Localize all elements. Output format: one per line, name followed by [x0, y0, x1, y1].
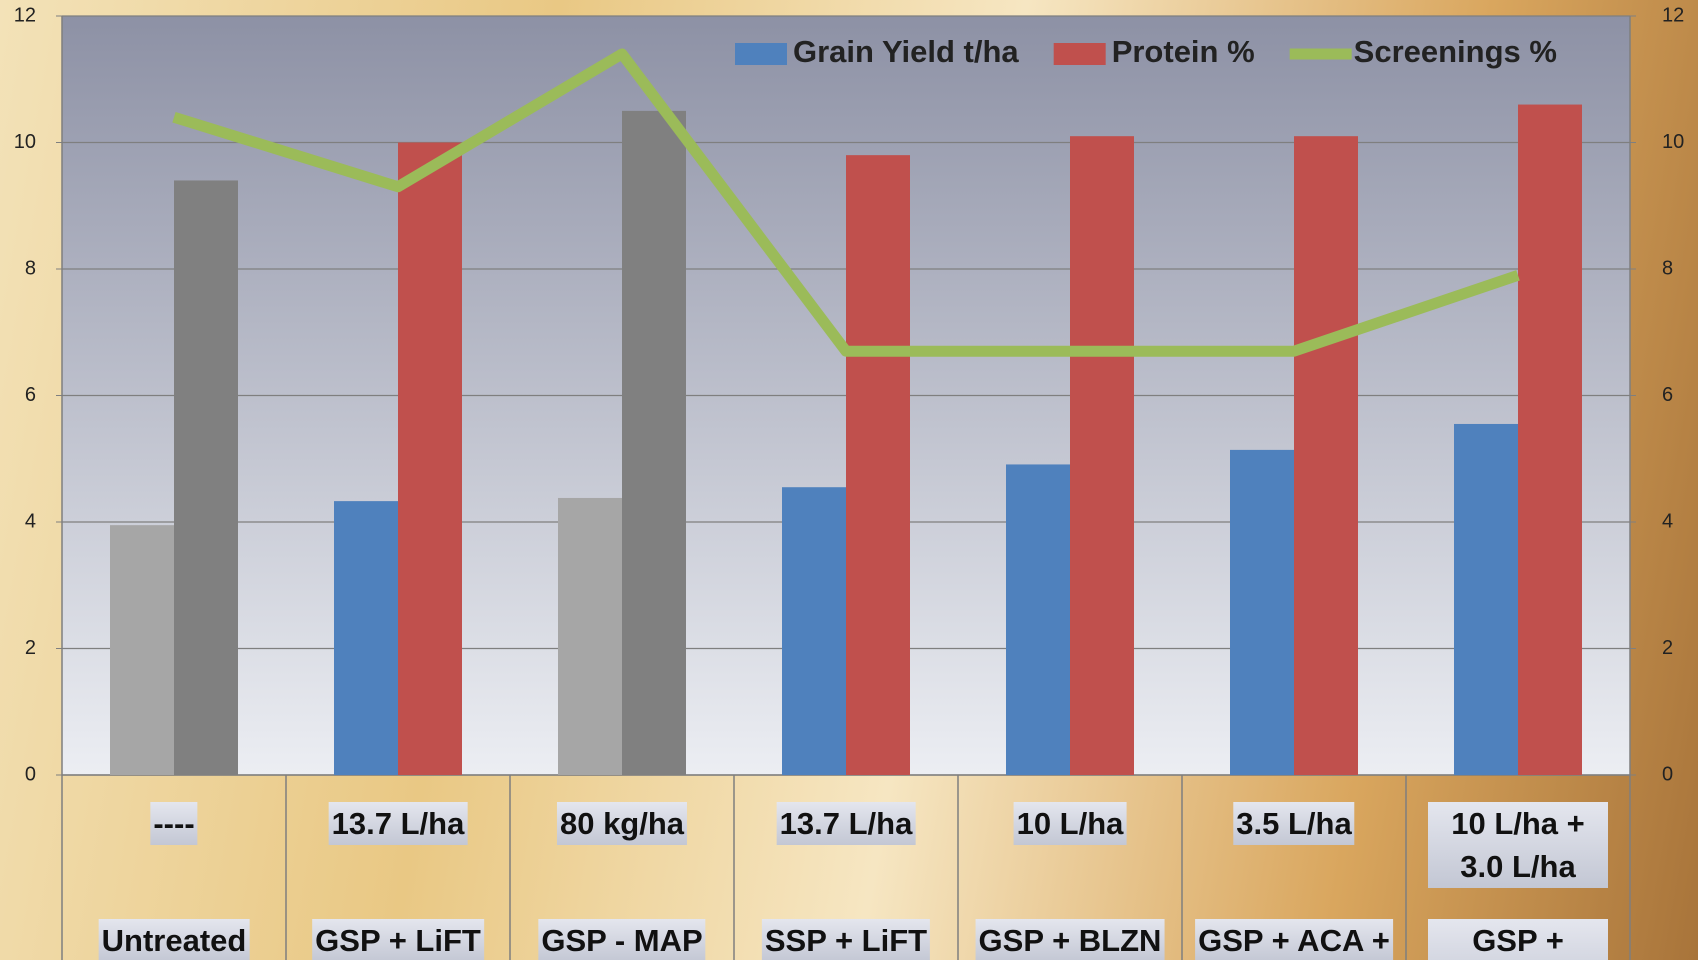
- bar: [846, 155, 910, 775]
- x-tick-label: GSP + BLZN: [976, 919, 1165, 960]
- x-tick-label: GSP + ACA +: [1195, 919, 1393, 960]
- y2-tick-label: 2: [1662, 637, 1673, 659]
- y2-tick-label: 4: [1662, 510, 1673, 532]
- x-tick-label: GSP + BLZN +: [1428, 919, 1608, 960]
- category-rate-label: ----: [150, 802, 197, 845]
- bar: [1006, 464, 1070, 775]
- y2-tick-label: 8: [1662, 257, 1673, 279]
- y2-tick-label: 10: [1662, 131, 1684, 153]
- x-tick-label: GSP - MAP: [538, 919, 705, 960]
- y-tick-label: 6: [25, 384, 36, 406]
- y-tick-label: 0: [25, 763, 36, 785]
- bar: [1070, 136, 1134, 775]
- y2-tick-label: 6: [1662, 384, 1673, 406]
- bar: [622, 111, 686, 775]
- bar: [174, 180, 238, 775]
- category-rate-label: 3.5 L/ha: [1233, 802, 1354, 845]
- bar: [1518, 105, 1582, 775]
- x-tick-label: Untreated: [99, 919, 250, 960]
- x-tick-label: SSP + LiFT: [762, 919, 930, 960]
- y2-tick-label: 12: [1662, 4, 1684, 26]
- bar: [334, 501, 398, 775]
- bar: [782, 487, 846, 775]
- bar: [1294, 136, 1358, 775]
- legend-swatch: [735, 43, 787, 65]
- chart-page: 0 2 4 6 8 10 12 0 2 4 6 8 10 12 Grain Yield t/ha Protei…: [0, 0, 1698, 960]
- x-tick-label: GSP + LiFT: [312, 919, 484, 960]
- y-tick-label: 12: [14, 4, 36, 26]
- category-rate-label: 10 L/ha + 3.0 L/ha: [1428, 802, 1608, 888]
- bar: [1230, 450, 1294, 775]
- y-tick-label: 10: [14, 131, 36, 153]
- legend-label: Protein %: [1112, 34, 1255, 69]
- legend-label: Grain Yield t/ha: [793, 34, 1019, 69]
- legend-label: Screenings %: [1354, 34, 1557, 69]
- legend-swatch: [1054, 43, 1106, 65]
- bar: [1454, 424, 1518, 775]
- bar: [110, 525, 174, 775]
- y-tick-label: 8: [25, 257, 36, 279]
- bar: [398, 143, 462, 776]
- category-rate-label: 13.7 L/ha: [329, 802, 468, 845]
- category-rate-label: 13.7 L/ha: [777, 802, 916, 845]
- category-rate-label: 80 kg/ha: [557, 802, 687, 845]
- bar: [558, 498, 622, 775]
- y-tick-label: 4: [25, 510, 36, 532]
- y-tick-label: 2: [25, 637, 36, 659]
- category-rate-label: 10 L/ha: [1014, 802, 1127, 845]
- y2-tick-label: 0: [1662, 763, 1673, 785]
